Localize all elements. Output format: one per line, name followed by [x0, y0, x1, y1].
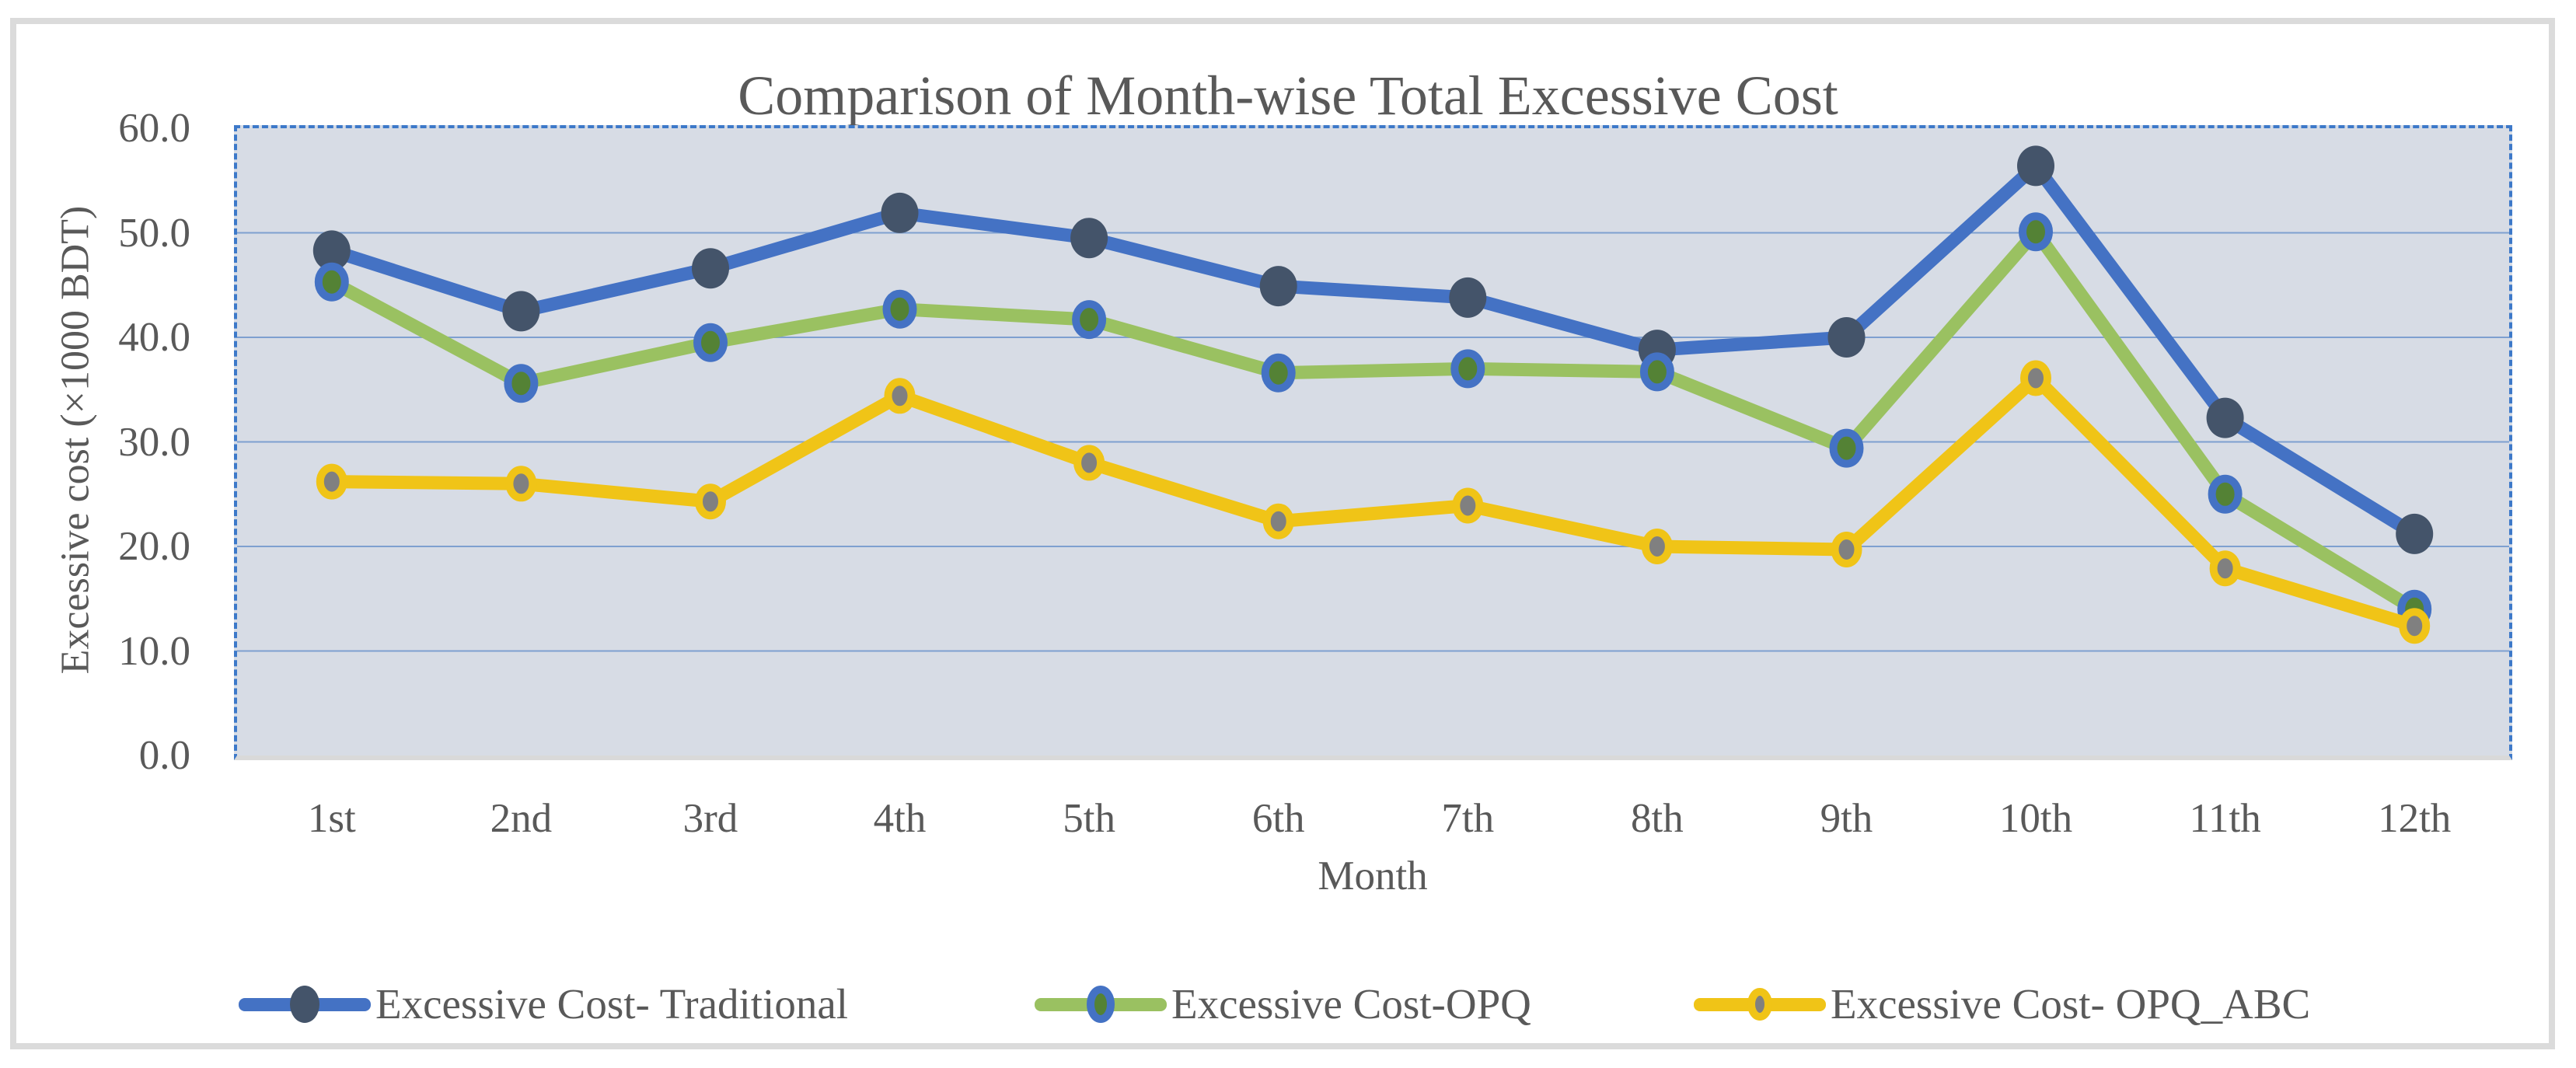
data-point-marker [314, 262, 349, 302]
y-tick-label: 10.0 [118, 628, 190, 674]
data-point-marker [1073, 445, 1105, 481]
series-line-1 [325, 225, 2421, 616]
x-tick-label: 12th [2378, 796, 2452, 841]
data-point-marker [1641, 529, 1673, 564]
x-tick-label: 3rd [682, 796, 738, 841]
data-point-marker [1452, 487, 1484, 524]
data-point-marker [1449, 277, 1487, 318]
data-point-marker [2208, 474, 2243, 514]
data-point-marker [1831, 532, 1862, 567]
data-point-marker [1072, 300, 1107, 340]
legend-marker-oval [1087, 986, 1115, 1023]
data-point-marker [2206, 397, 2244, 438]
data-point-marker [884, 378, 916, 414]
legend: Excessive Cost- Traditional Excessive Co… [0, 973, 2576, 1035]
data-point-marker [1829, 428, 1864, 468]
x-axis-title: Month [1318, 853, 1428, 899]
data-point-marker [2017, 145, 2054, 187]
data-point-marker [1262, 503, 1294, 539]
x-tick-label: 8th [1631, 796, 1684, 841]
data-point-marker [1639, 352, 1674, 392]
data-point-marker [1259, 266, 1297, 307]
data-point-marker [2396, 513, 2434, 554]
series-plot [237, 145, 2509, 652]
y-tick-label: 60.0 [118, 106, 190, 151]
x-tick-label: 1st [307, 796, 356, 841]
x-tick-label: 7th [1441, 796, 1495, 841]
data-point-marker [2209, 550, 2241, 587]
data-point-marker [2019, 212, 2053, 252]
legend-item-traditional: Excessive Cost- Traditional [239, 973, 848, 1035]
data-point-marker [882, 289, 917, 329]
data-point-marker [1261, 353, 1296, 393]
legend-label: Excessive Cost-OPQ [1171, 980, 1531, 1028]
legend-marker-traditional [239, 986, 371, 1023]
y-tick-label: 40.0 [118, 315, 190, 360]
x-tick-label: 6th [1251, 796, 1305, 841]
data-point-marker [502, 291, 540, 332]
data-point-marker [695, 483, 726, 520]
x-tick-label: 11th [2189, 796, 2261, 841]
legend-marker-opq-abc [1694, 988, 1826, 1021]
legend-label: Excessive Cost- Traditional [375, 980, 849, 1028]
legend-label: Excessive Cost- OPQ_ABC [1831, 980, 2311, 1028]
y-tick-label: 0.0 [138, 733, 190, 778]
plot-area [234, 125, 2512, 760]
series-line-2 [325, 372, 2421, 633]
data-point-marker [504, 364, 539, 403]
x-tick-label: 5th [1063, 796, 1115, 841]
x-tick-label: 10th [1998, 796, 2073, 841]
data-point-marker [692, 248, 729, 289]
legend-item-opq: Excessive Cost-OPQ [1035, 973, 1531, 1035]
x-tick-label: 9th [1820, 796, 1873, 841]
x-tick-label: 4th [873, 796, 927, 841]
data-point-marker [316, 463, 347, 500]
data-point-marker [312, 230, 351, 271]
legend-marker-oval [290, 986, 319, 1023]
data-point-marker [1827, 317, 1866, 358]
data-point-marker [693, 323, 728, 362]
y-tick-label: 20.0 [118, 524, 190, 569]
chart-title: Comparison of Month-wise Total Excessive… [738, 65, 1838, 127]
legend-item-opq-abc: Excessive Cost- OPQ_ABC [1694, 973, 2310, 1035]
data-point-marker [2020, 360, 2051, 396]
legend-marker-opq [1035, 986, 1167, 1023]
data-point-marker [1450, 349, 1485, 389]
data-point-marker [881, 192, 919, 233]
data-point-marker [505, 466, 537, 502]
legend-marker-oval [1747, 988, 1772, 1021]
y-tick-label: 50.0 [118, 210, 190, 256]
data-point-marker [2399, 608, 2431, 644]
series-line-0 [325, 159, 2421, 541]
x-tick-label: 2nd [490, 796, 553, 841]
data-point-marker [1070, 218, 1108, 259]
y-tick-label: 30.0 [118, 419, 190, 465]
